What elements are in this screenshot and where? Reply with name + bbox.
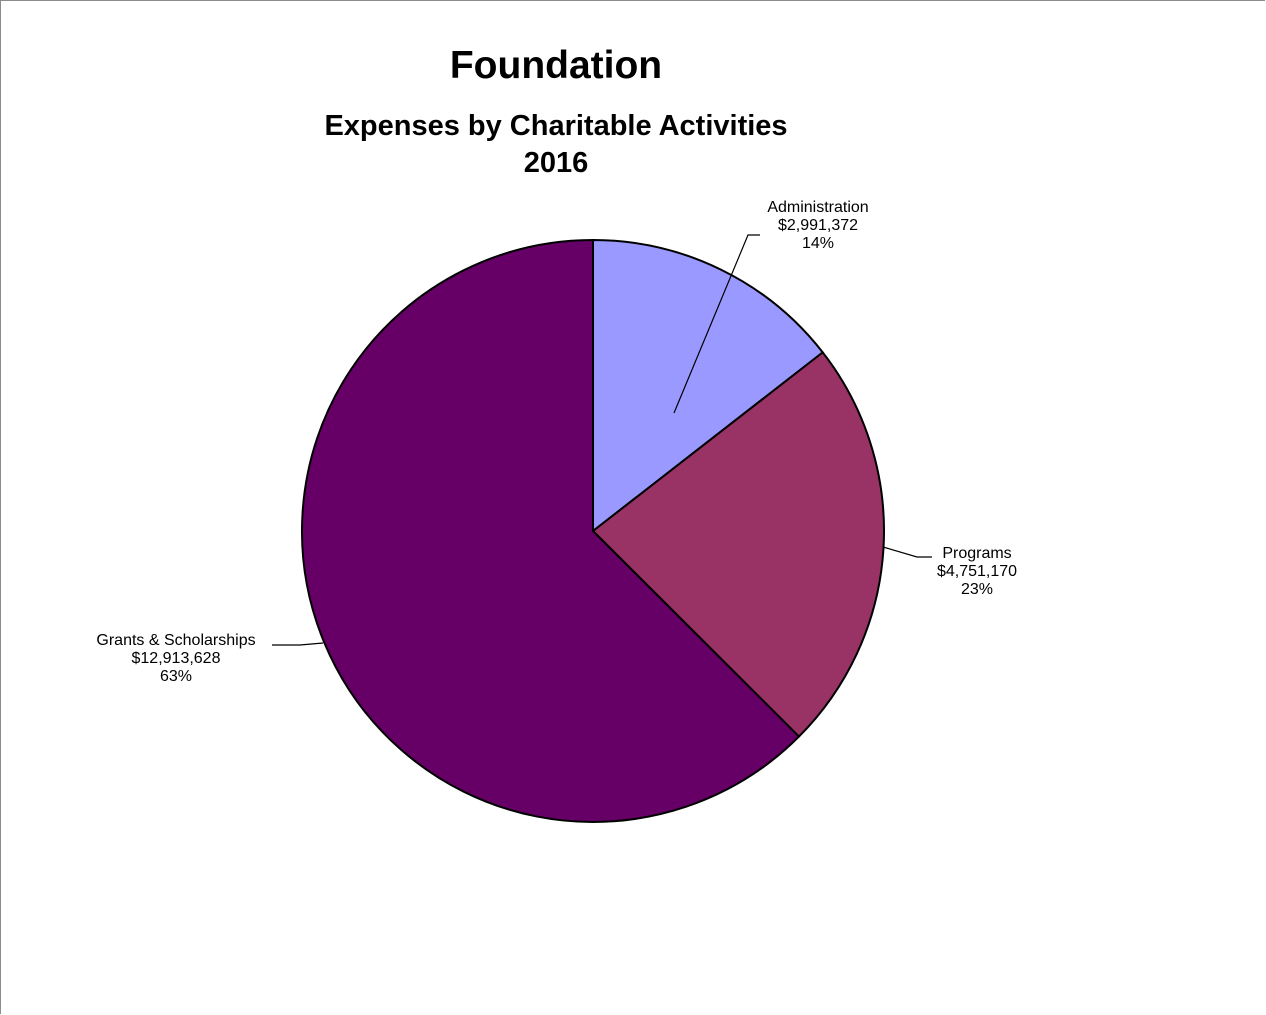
data-label-administration: Administration $2,991,372 14% [767,199,868,252]
leader-line-grants-scholarships [272,642,324,646]
pie-slice-grants-scholarships [301,239,800,823]
leader-line-programs [882,546,932,558]
chart-year: 2016 [523,147,589,179]
chart-title: Foundation [449,44,663,87]
pie-slice-programs [592,351,885,738]
chart-subtitle: Expenses by Charitable Activities [324,110,788,142]
pie-slice-administration [592,239,824,532]
data-label-grants-scholarships: Grants & Scholarships $12,913,628 63% [96,632,255,685]
data-label-programs: Programs $4,751,170 23% [937,545,1017,598]
leader-line-administration [673,234,760,414]
